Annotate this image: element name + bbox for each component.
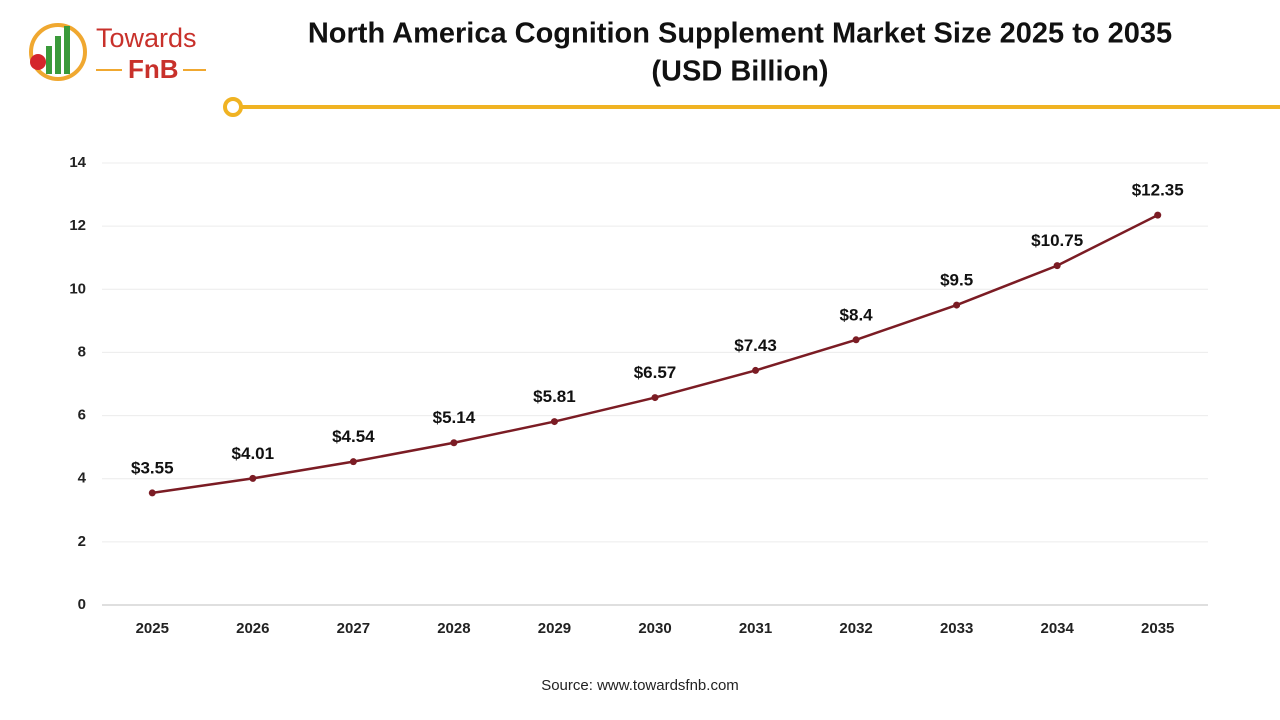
data-label: $4.01 (232, 444, 275, 463)
logo: Towards FnB (29, 23, 206, 84)
data-point (349, 458, 357, 466)
data-label: $3.55 (131, 458, 174, 477)
chart-title: (USD Billion) (651, 56, 828, 88)
y-tick-label: 14 (69, 154, 86, 171)
data-label: $7.43 (734, 336, 777, 355)
data-point (550, 418, 558, 426)
y-tick-label: 8 (78, 343, 86, 360)
data-label: $6.57 (634, 363, 677, 382)
data-point (148, 489, 156, 497)
data-label: $5.14 (433, 408, 476, 427)
x-tick-label: 2031 (739, 620, 772, 637)
y-tick-label: 10 (69, 280, 86, 297)
logo-bar (46, 46, 52, 74)
data-point (1154, 211, 1162, 219)
data-label: $12.35 (1132, 181, 1184, 200)
source-note: Source: www.towardsfnb.com (541, 677, 739, 694)
x-tick-label: 2033 (940, 620, 973, 637)
data-point (852, 336, 860, 344)
y-tick-label: 0 (78, 596, 86, 613)
logo-text: FnB (128, 54, 179, 84)
data-label: $4.54 (332, 427, 375, 446)
data-point (450, 439, 458, 447)
x-tick-label: 2034 (1040, 620, 1074, 637)
data-label: $10.75 (1031, 231, 1083, 250)
data-label: $9.5 (940, 271, 973, 290)
x-tick-label: 2028 (437, 620, 470, 637)
data-point (752, 366, 760, 374)
x-tick-label: 2027 (337, 620, 370, 637)
x-tick-label: 2035 (1141, 620, 1174, 637)
data-label: $5.81 (533, 387, 576, 406)
x-tick-label: 2025 (136, 620, 169, 637)
x-tick-label: 2026 (236, 620, 269, 637)
x-tick-label: 2029 (538, 620, 571, 637)
data-label: $8.4 (840, 305, 874, 324)
logo-ring (29, 23, 87, 81)
data-point (1053, 262, 1061, 270)
data-point (249, 474, 257, 482)
logo-bar (55, 36, 61, 74)
logo-bar (64, 26, 70, 74)
logo-dot (30, 54, 46, 70)
y-tick-label: 4 (78, 470, 87, 487)
data-point (651, 394, 659, 402)
header-rule-dot (223, 97, 243, 117)
y-tick-label: 2 (78, 533, 86, 550)
y-tick-label: 12 (69, 217, 86, 234)
data-point (953, 301, 961, 309)
x-tick-label: 2032 (839, 620, 872, 637)
x-tick-label: 2030 (638, 620, 671, 637)
logo-text: Towards (96, 23, 197, 53)
chart-title: North America Cognition Supplement Marke… (308, 18, 1172, 50)
y-tick-label: 6 (78, 407, 86, 424)
